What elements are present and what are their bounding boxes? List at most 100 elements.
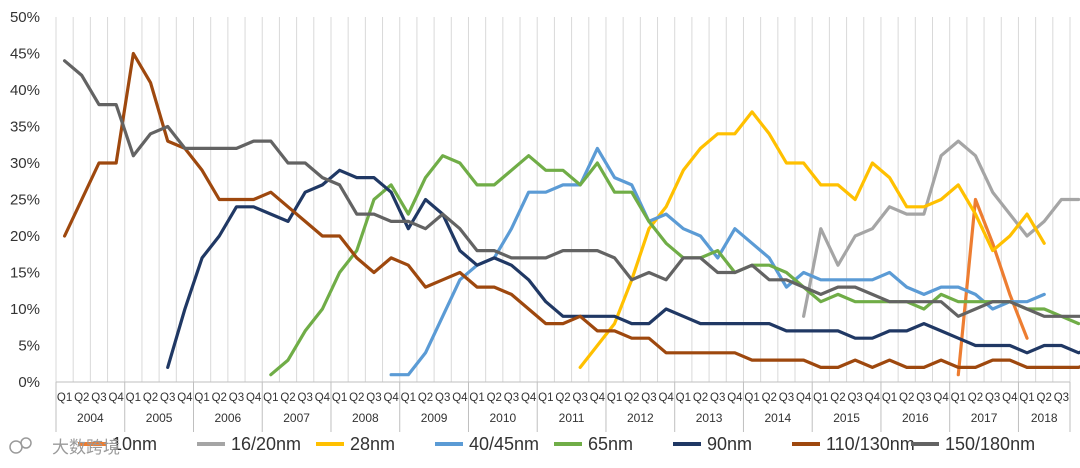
quarter-tick-label: Q3 [366, 392, 381, 404]
quarter-tick-label: Q4 [658, 392, 674, 404]
quarter-tick-label: Q2 [418, 392, 433, 404]
quarter-tick-label: Q1 [882, 392, 897, 404]
quarter-tick-label: Q3 [91, 392, 106, 404]
y-tick-label: 15% [10, 265, 40, 282]
quarter-tick-label: Q2 [212, 392, 227, 404]
year-tick-label: 2004 [77, 411, 104, 425]
legend-label: 10nm [112, 434, 157, 454]
year-tick-label: 2007 [283, 411, 310, 425]
series-line-40-45nm [389, 146, 1046, 377]
y-tick-label: 35% [10, 119, 40, 136]
quarter-tick-label: Q4 [796, 392, 812, 404]
year-tick-label: 2018 [1031, 411, 1058, 425]
year-tick-label: 2014 [764, 411, 791, 425]
legend-label: 65nm [588, 434, 633, 454]
quarter-tick-label: Q2 [143, 392, 158, 404]
quarter-tick-label: Q1 [263, 392, 278, 404]
quarter-tick-label: Q3 [1054, 392, 1069, 404]
quarter-tick-label: Q4 [933, 392, 949, 404]
quarter-tick-label: Q1 [469, 392, 484, 404]
quarter-tick-label: Q4 [315, 392, 331, 404]
axis-layer: 0%5%10%15%20%25%30%35%40%45%50%Q1 Q2 Q3 Q4 Q… [10, 9, 1071, 432]
quarter-tick-label: Q1 [401, 392, 416, 404]
quarter-tick-label: Q1 [951, 392, 966, 404]
y-tick-label: 30% [10, 155, 40, 172]
y-tick-label: 25% [10, 192, 40, 209]
series-line-110-130nm [62, 51, 1080, 369]
quarter-tick-label: Q2 [487, 392, 502, 404]
quarter-tick-label: Q3 [504, 392, 519, 404]
year-tick-label: 2012 [627, 411, 654, 425]
quarter-tick-label: Q2 [693, 392, 708, 404]
quarter-tick-label: Q4 [727, 392, 743, 404]
y-tick-label: 50% [10, 9, 40, 26]
y-tick-label: 40% [10, 82, 40, 99]
quarter-tick-label: Q4 [521, 392, 537, 404]
legend-label: 90nm [707, 434, 752, 454]
quarter-tick-label: Q4 [177, 392, 193, 404]
legend: 10nm 16/20nm 28nm 40/45nm 65nm 90nm 110/130nm 1… [78, 434, 1035, 454]
quarter-tick-label: Q3 [160, 392, 175, 404]
quarter-tick-label: Q2 [280, 392, 295, 404]
quarter-tick-label: Q2 [1037, 392, 1052, 404]
watermark: 大数跨境 [9, 437, 120, 457]
watermark-text: 大数跨境 [52, 438, 120, 457]
quarter-tick-label: Q1 [676, 392, 691, 404]
quarter-tick-label: Q1 [194, 392, 209, 404]
y-tick-label: 0% [18, 374, 40, 391]
year-tick-label: 2013 [696, 411, 723, 425]
year-tick-label: 2010 [489, 411, 516, 425]
quarter-tick-label: Q2 [899, 392, 914, 404]
series-line-10nm [956, 197, 1029, 377]
quarter-tick-label: Q4 [590, 392, 606, 404]
quarter-tick-label: Q1 [607, 392, 622, 404]
quarter-tick-label: Q3 [435, 392, 450, 404]
quarter-tick-label: Q3 [985, 392, 1000, 404]
quarter-tick-label: Q3 [573, 392, 588, 404]
year-tick-label: 2009 [421, 411, 448, 425]
series-line-65nm [269, 154, 1080, 377]
quarter-tick-label: Q4 [108, 392, 124, 404]
series-layer [62, 51, 1080, 377]
year-tick-label: 2008 [352, 411, 379, 425]
year-tick-label: 2005 [146, 411, 173, 425]
quarter-tick-label: Q2 [555, 392, 570, 404]
quarter-tick-label: Q3 [710, 392, 725, 404]
quarter-tick-label: Q3 [641, 392, 656, 404]
quarter-tick-label: Q3 [916, 392, 931, 404]
quarter-tick-label: Q3 [229, 392, 244, 404]
legend-label: 110/130nm [826, 434, 915, 454]
quarter-tick-label: Q2 [830, 392, 845, 404]
quarter-tick-label: Q4 [865, 392, 881, 404]
y-tick-label: 45% [10, 46, 40, 63]
quarter-tick-label: Q1 [57, 392, 72, 404]
y-tick-label: 5% [18, 338, 40, 355]
year-tick-label: 2015 [833, 411, 860, 425]
y-tick-label: 10% [10, 301, 40, 318]
quarter-tick-label: Q2 [349, 392, 364, 404]
legend-label: 40/45nm [469, 434, 539, 454]
series-line-150-180nm [62, 59, 1080, 318]
series-line-16-20nm [802, 139, 1080, 318]
quarter-tick-label: Q1 [744, 392, 759, 404]
watermark-logo-icon-b [20, 437, 32, 449]
quarter-tick-label: Q1 [332, 392, 347, 404]
quarter-tick-label: Q4 [1002, 392, 1018, 404]
quarter-tick-label: Q4 [452, 392, 468, 404]
quarter-tick-label: Q1 [126, 392, 141, 404]
quarter-tick-label: Q1 [813, 392, 828, 404]
year-tick-label: 2017 [971, 411, 998, 425]
quarter-tick-label: Q4 [246, 392, 262, 404]
quarter-tick-label: Q4 [383, 392, 399, 404]
legend-label: 28nm [350, 434, 395, 454]
quarter-tick-label: Q2 [762, 392, 777, 404]
legend-label: 16/20nm [231, 434, 301, 454]
quarter-tick-label: Q3 [298, 392, 313, 404]
year-tick-label: 2011 [559, 411, 585, 425]
quarter-tick-label: Q2 [74, 392, 89, 404]
quarter-tick-label: Q1 [1019, 392, 1034, 404]
y-tick-label: 20% [10, 228, 40, 245]
legend-label: 150/180nm [945, 434, 1035, 454]
